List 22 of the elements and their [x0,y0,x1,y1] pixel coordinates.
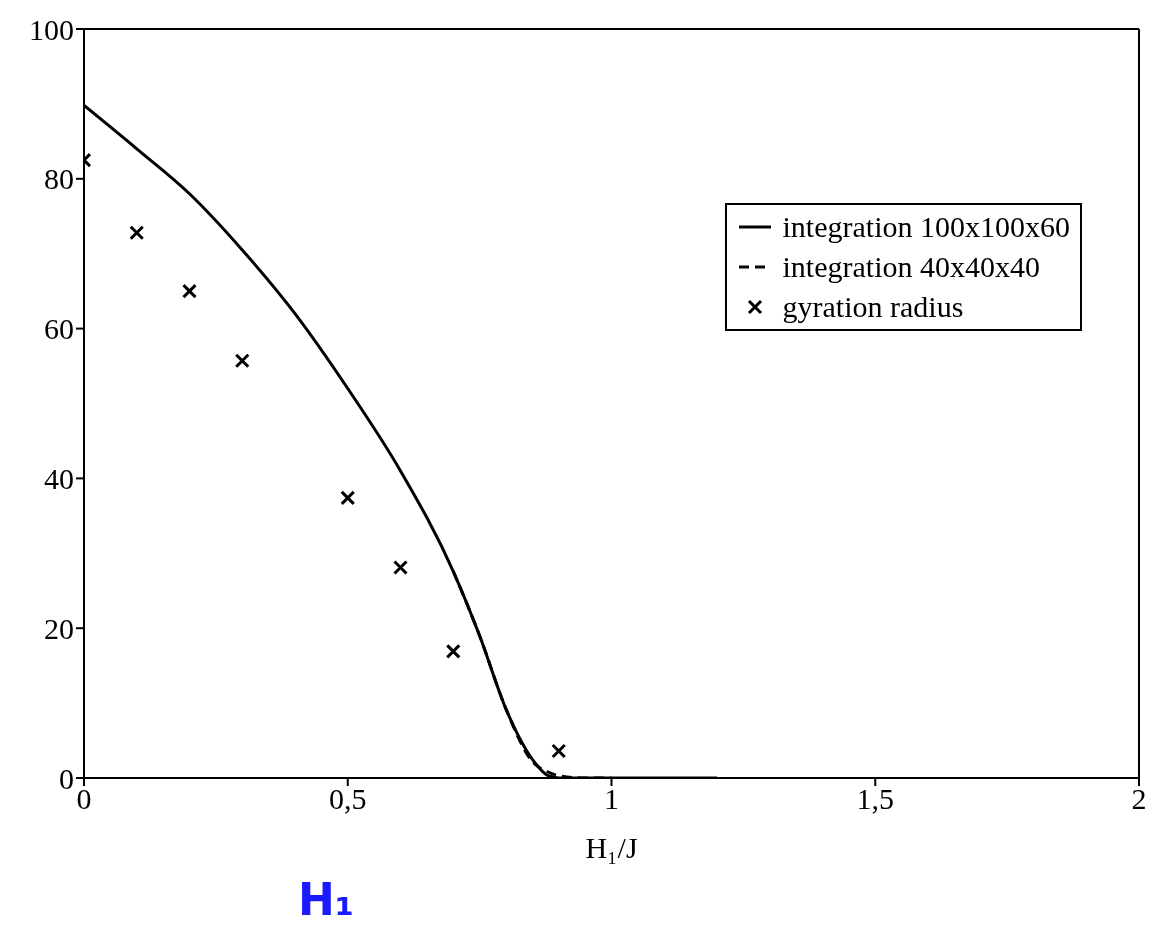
point [551,743,567,759]
x-axis-title: H₁/J [585,831,638,864]
point [129,225,145,241]
x-tick-label: 0,5 [329,782,367,816]
point [393,560,408,576]
y-tick-label: 20 [44,611,74,645]
y-tick-label: 40 [44,462,74,496]
x-tick-label: 2 [1131,782,1147,816]
legend-label: integration 100x100x60 [782,209,1070,245]
point [445,643,461,659]
point [234,353,250,369]
y-tick-label: 0 [59,761,74,795]
point [340,490,356,506]
y-tick-label: 100 [29,12,74,46]
legend-label: integration 40x40x40 [782,249,1040,285]
y-tick-label: 60 [44,312,74,346]
text: H₁ [298,874,355,925]
x-tick-label: 1,5 [856,782,894,816]
legend-label: gyration radius [782,289,964,325]
y-tick-label: 80 [44,162,74,196]
x-tick-label: 1 [604,782,619,816]
point [182,283,197,299]
